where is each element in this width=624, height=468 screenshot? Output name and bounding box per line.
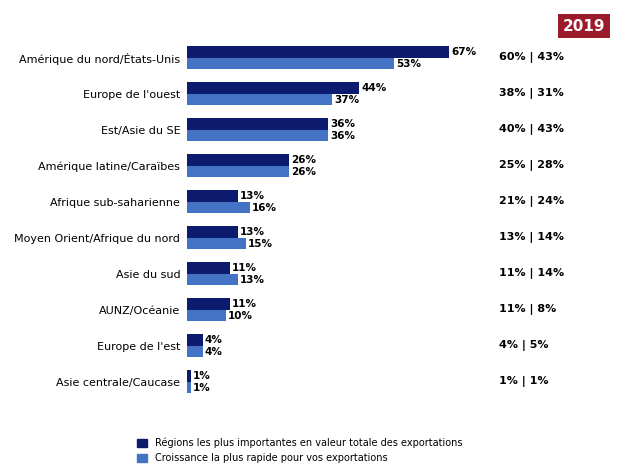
Bar <box>187 190 238 202</box>
Text: 11% | 14%: 11% | 14% <box>499 269 564 279</box>
Bar <box>187 94 332 105</box>
Text: 13%: 13% <box>240 275 265 285</box>
Text: 36%: 36% <box>330 131 355 141</box>
Text: 25% | 28%: 25% | 28% <box>499 161 564 171</box>
Text: 11% | 8%: 11% | 8% <box>499 305 557 315</box>
Text: 4%: 4% <box>205 335 223 345</box>
Bar <box>187 82 359 94</box>
Text: 11%: 11% <box>232 263 257 273</box>
Text: 21% | 24%: 21% | 24% <box>499 197 564 207</box>
Text: 37%: 37% <box>334 95 359 105</box>
Text: 1%: 1% <box>193 383 211 393</box>
Text: 13% | 14%: 13% | 14% <box>499 233 564 243</box>
Text: 26%: 26% <box>291 155 316 165</box>
Bar <box>187 58 394 69</box>
Bar <box>187 118 328 130</box>
Bar <box>187 310 227 322</box>
Bar <box>187 154 289 166</box>
Bar <box>187 299 230 310</box>
Text: 4%: 4% <box>205 347 223 357</box>
Text: 10%: 10% <box>228 311 253 321</box>
Text: 40% | 43%: 40% | 43% <box>499 124 564 135</box>
Text: 36%: 36% <box>330 119 355 129</box>
Text: 1% | 1%: 1% | 1% <box>499 376 548 388</box>
Bar <box>187 335 203 346</box>
Bar <box>187 274 238 285</box>
Bar <box>187 238 246 249</box>
Text: 67%: 67% <box>451 47 476 57</box>
Text: 1%: 1% <box>193 371 211 381</box>
Bar <box>187 371 191 382</box>
Bar <box>187 346 203 358</box>
Legend: Régions les plus importantes en valeur totale des exportations, Croissance la pl: Régions les plus importantes en valeur t… <box>137 438 462 463</box>
Text: 26%: 26% <box>291 167 316 177</box>
Text: 15%: 15% <box>248 239 273 249</box>
Bar <box>187 130 328 141</box>
Text: 38% | 31%: 38% | 31% <box>499 88 564 100</box>
Bar <box>187 46 449 58</box>
Bar <box>187 227 238 238</box>
Bar <box>187 263 230 274</box>
Text: 4% | 5%: 4% | 5% <box>499 340 548 351</box>
Text: 13%: 13% <box>240 191 265 201</box>
Text: 2019: 2019 <box>563 19 605 34</box>
Text: 16%: 16% <box>251 203 276 213</box>
Bar <box>187 382 191 394</box>
Text: 44%: 44% <box>361 83 386 93</box>
Text: 53%: 53% <box>396 58 421 69</box>
Text: 13%: 13% <box>240 227 265 237</box>
Text: 60% | 43%: 60% | 43% <box>499 52 564 64</box>
Bar <box>187 166 289 177</box>
Text: 11%: 11% <box>232 299 257 309</box>
Bar <box>187 202 250 213</box>
